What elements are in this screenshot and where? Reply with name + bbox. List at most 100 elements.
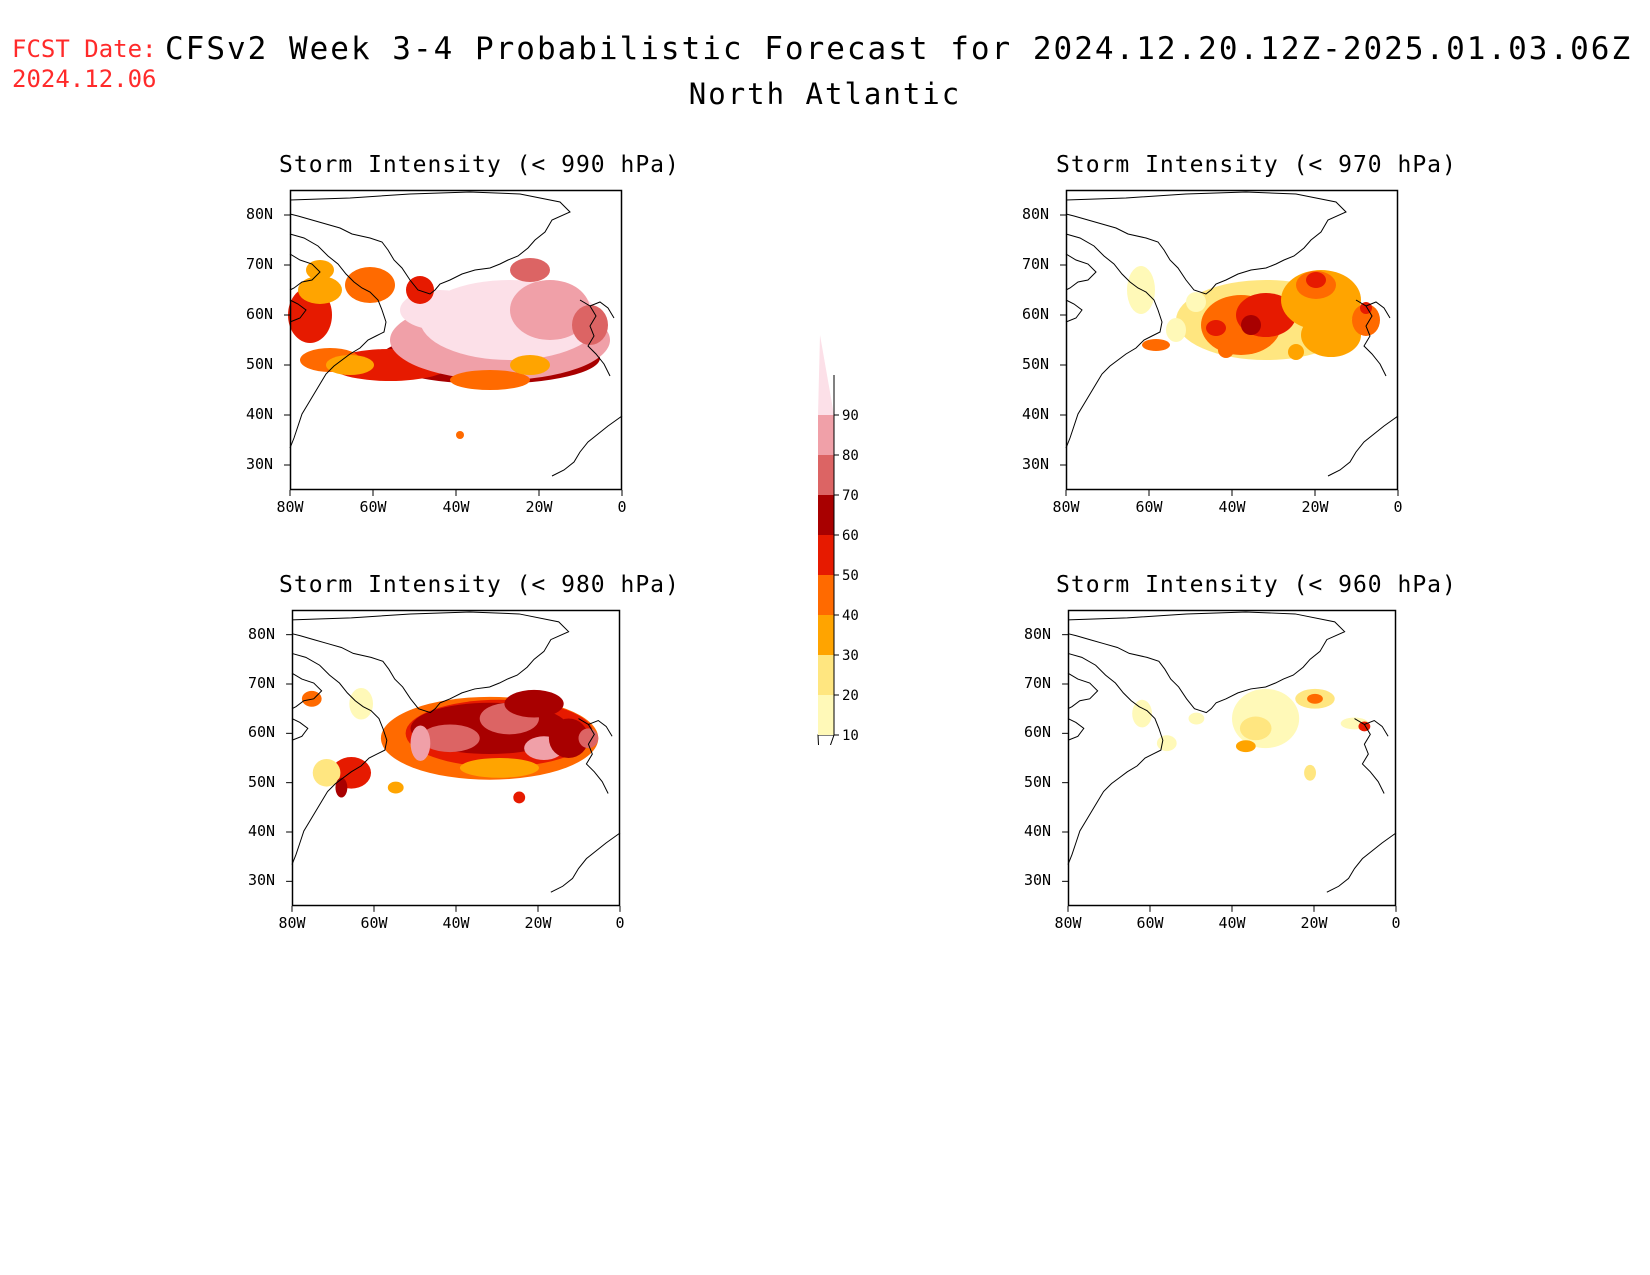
lat-label: 80N [246,205,274,223]
lon-label: 0 [1393,498,1403,516]
panel-title-990: Storm Intensity (< 990 hPa) [279,152,680,178]
probability-area [312,758,341,787]
probability-area [335,777,348,798]
lat-label: 50N [1024,772,1052,791]
coastline [291,718,309,741]
colorbar-level-label: 60 [842,528,859,544]
lon-label: 20W [1301,498,1329,516]
lat-label: 70N [246,255,274,273]
map-panel-960 [1062,609,1397,912]
probability-area [1132,699,1152,728]
lat-label: 60N [1024,723,1052,742]
colorbar-segment [818,695,834,735]
lat-label: 70N [248,674,276,692]
colorbar-level-label: 30 [842,648,859,664]
lat-label: 80N [1022,205,1050,223]
colorbar-level-label: 80 [842,448,859,464]
probability-area [548,718,589,758]
lon-label: 80W [276,498,304,516]
coastline [1365,301,1391,319]
probability-area [1235,740,1256,753]
colorbar-low-triangle [817,734,835,745]
panel-title-970: Storm Intensity (< 970 hPa) [1056,152,1457,178]
colorbar-segment [818,455,834,495]
probability-area [1306,272,1326,288]
coastline [579,299,611,377]
probability-area [1166,318,1186,342]
coastline [550,832,621,893]
colorbar-level-label: 40 [842,608,859,624]
probability-area [1186,292,1206,312]
lat-label: 50N [248,772,276,791]
lat-label: 50N [246,355,274,373]
map-frame [1065,189,1399,491]
panel-title-960: Storm Intensity (< 960 hPa) [1056,572,1457,598]
probability-area [326,355,374,375]
lon-label: 20W [525,498,553,516]
lat-label: 80N [1024,624,1052,643]
probability-area [1288,344,1304,360]
map-960-svg [1062,609,1397,912]
lat-label: 30N [1024,871,1052,890]
coastline [289,253,321,291]
lat-label: 40N [246,405,274,423]
coastline [291,611,570,714]
coastline [291,672,323,710]
coastline [551,415,623,477]
lon-label: 40W [442,914,470,932]
probability-area [450,370,530,390]
probability-area [1142,339,1170,351]
map-panel-970 [1060,189,1399,496]
region-title: North Atlantic [688,77,962,111]
panel-title-980: Storm Intensity (< 980 hPa) [279,572,680,598]
colorbar-segment [818,535,834,575]
map-frame [291,609,621,907]
coastline [1327,415,1399,477]
probability-area [510,258,550,282]
lon-label: 20W [524,914,552,932]
colorbar-segment [818,575,834,615]
map-panel-990 [284,189,623,496]
probability-area [1301,313,1361,357]
probability-area [1307,693,1323,704]
lat-label: 30N [248,871,276,890]
probability-area [513,791,526,804]
colorbar-segment [818,495,834,535]
lat-label: 40N [1024,822,1052,840]
page-title: CFSv2 Week 3-4 Probabilistic Forecast fo… [165,31,1633,67]
lat-label: 30N [246,455,274,473]
probability-area [387,781,404,794]
probability-area [1218,342,1234,358]
probability-area [1156,735,1177,752]
probability-area [1188,712,1205,725]
coastline [289,299,307,323]
probability-area [1232,688,1300,749]
colorbar-level-label: 90 [842,408,859,424]
lat-label: 80N [248,624,276,643]
lon-label: 40W [1218,914,1246,932]
probability-area [504,689,564,718]
coastline [1355,299,1387,377]
probability-area [510,280,590,340]
probability-area [1352,304,1380,336]
coastline [1065,191,1347,295]
colorbar-segment [818,415,834,455]
lon-label: 80W [1052,498,1080,516]
coastline [1067,611,1346,714]
lon-label: 80W [278,914,306,932]
coastline [588,719,613,737]
forecast-date-value: 2024.12.06 [12,65,157,93]
map-panel-980 [286,609,621,912]
coastline [578,718,609,794]
forecast-date-block: FCST Date: 2024.12.06 [12,34,157,94]
probability-area [572,305,608,345]
lat-label: 70N [1022,255,1050,273]
colorbar-segment [818,615,834,655]
lon-label: 60W [1135,498,1163,516]
lat-label: 40N [1022,405,1050,423]
coastline [1364,719,1389,737]
lat-label: 60N [1022,305,1050,323]
map-frame [289,189,623,491]
probability-area [1241,315,1261,335]
coastline [1067,672,1099,710]
